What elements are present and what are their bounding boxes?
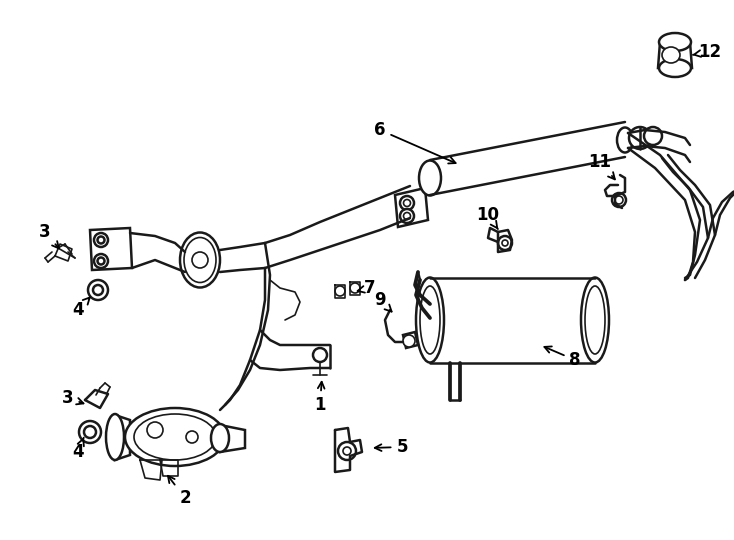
Polygon shape [90, 228, 132, 270]
Circle shape [313, 348, 327, 362]
Text: 2: 2 [168, 476, 191, 507]
Circle shape [79, 421, 101, 443]
Circle shape [192, 252, 208, 268]
Circle shape [186, 431, 198, 443]
Circle shape [98, 258, 104, 265]
Circle shape [403, 335, 415, 347]
Ellipse shape [125, 408, 225, 466]
Circle shape [612, 193, 626, 207]
Ellipse shape [211, 424, 229, 452]
Polygon shape [403, 332, 418, 348]
Text: 1: 1 [314, 382, 326, 414]
Circle shape [94, 233, 108, 247]
Circle shape [502, 240, 508, 246]
Ellipse shape [659, 59, 691, 77]
Text: 5: 5 [375, 438, 408, 456]
Circle shape [338, 442, 356, 460]
Circle shape [147, 422, 163, 438]
Ellipse shape [134, 414, 216, 460]
Circle shape [88, 280, 108, 300]
Circle shape [615, 196, 623, 204]
Circle shape [84, 426, 96, 438]
Text: 8: 8 [545, 347, 581, 369]
Ellipse shape [581, 278, 609, 362]
Circle shape [400, 196, 414, 210]
Circle shape [94, 254, 108, 268]
Text: 6: 6 [374, 121, 456, 164]
Circle shape [400, 209, 414, 223]
Ellipse shape [419, 160, 441, 195]
Circle shape [350, 283, 360, 293]
Text: 4: 4 [72, 298, 90, 319]
Polygon shape [220, 425, 245, 452]
Text: 7: 7 [357, 279, 376, 297]
Circle shape [335, 286, 345, 296]
Ellipse shape [617, 127, 633, 152]
Ellipse shape [659, 33, 691, 51]
Text: 4: 4 [72, 437, 84, 461]
Ellipse shape [644, 127, 662, 145]
Text: 3: 3 [39, 223, 59, 248]
Ellipse shape [420, 286, 440, 354]
Circle shape [343, 447, 351, 455]
Text: 12: 12 [693, 43, 722, 61]
Polygon shape [395, 188, 428, 227]
Text: 3: 3 [62, 389, 84, 407]
Circle shape [404, 199, 410, 206]
Ellipse shape [416, 278, 444, 362]
Ellipse shape [184, 238, 216, 282]
Text: 9: 9 [374, 291, 392, 312]
Ellipse shape [106, 414, 124, 460]
Ellipse shape [629, 127, 651, 149]
Text: 10: 10 [476, 206, 500, 229]
Polygon shape [115, 415, 130, 460]
Ellipse shape [585, 286, 605, 354]
Circle shape [98, 237, 104, 244]
Polygon shape [658, 42, 692, 68]
Ellipse shape [662, 47, 680, 63]
Text: 11: 11 [589, 153, 615, 179]
Ellipse shape [180, 233, 220, 287]
Circle shape [93, 285, 103, 295]
Circle shape [404, 213, 410, 219]
Circle shape [498, 236, 512, 250]
